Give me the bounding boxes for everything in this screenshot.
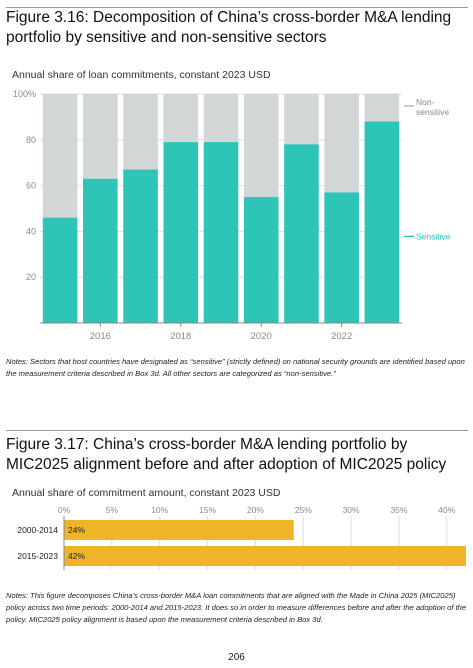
bar-sensitive [42,217,78,323]
legend-label-non-sensitive-cont: sensitive [416,107,449,117]
x-tick-label: 20% [247,505,264,515]
x-tick-label: 2016 [90,331,111,342]
sensitive-sector-stacked-bar-chart: 20 40 60 80 100% 2016 2018 2020 2022 Non-sensitiv… [13,89,451,342]
bar-sensitive [203,142,239,323]
bar-non-sensitive [203,94,239,143]
bar-data-label: 24% [68,525,85,535]
bar-non-sensitive [364,94,400,122]
bar-sensitive [123,169,158,323]
bar-sensitive [324,192,359,323]
x-tick-label: 2020 [251,331,272,342]
y-tick-label: 40 [26,226,36,236]
bar-non-sensitive [243,94,279,198]
x-tick-label: 25% [295,505,312,515]
category-label: 2000-2014 [17,525,58,535]
page-number: 206 [228,652,245,663]
figure-top-rule [6,430,468,431]
bar-non-sensitive [163,94,199,143]
x-tick-label: 40% [438,505,455,515]
figure-3-16-title: Figure 3.16: Decomposition of China’s cr… [6,9,452,46]
bar-sensitive [243,197,279,323]
x-tick-label: 2018 [170,331,191,342]
y-tick-label: 80 [26,135,36,145]
category-label: 2015-2023 [17,551,58,561]
bar-mic2025 [64,546,466,566]
bar-non-sensitive [42,94,78,218]
mic2025-horizontal-bar-chart: 0% 5% 10% 15% 20% 25% 30% 35% 40% 2000-2014 24% 201… [17,505,466,570]
figure-top-rule [6,7,468,8]
figure-3-17-title: Figure 3.17: China’s cross-border M&A le… [6,436,447,473]
x-tick-label: 2022 [331,331,352,342]
bar-sensitive [364,121,400,323]
bar-non-sensitive [284,94,319,145]
x-tick-label: 35% [390,505,407,515]
figure-3-17-subtitle: Annual share of commitment amount, const… [12,487,281,499]
figure-3-16-subtitle: Annual share of loan commitments, consta… [12,69,271,81]
x-tick-label: 0% [58,505,71,515]
x-tick-label: 15% [199,505,216,515]
bar-data-label: 42% [68,551,85,561]
x-tick-label: 10% [151,505,168,515]
bar-non-sensitive [324,94,359,193]
y-tick-label: 100% [13,89,36,99]
bar-sensitive [83,178,118,323]
y-tick-label: 60 [26,181,36,191]
legend-label-non-sensitive: Non- [416,97,435,107]
legend-label-sensitive: Sensitive [416,231,451,241]
bar-sensitive [284,144,319,323]
x-tick-label: 30% [343,505,360,515]
bar-sensitive [163,142,199,323]
bar-non-sensitive [123,94,158,170]
x-tick-label: 5% [106,505,119,515]
bar-non-sensitive [83,94,118,179]
figure-3-16-notes: Notes: Sectors that host countries have … [6,357,465,378]
y-tick-label: 20 [26,272,36,282]
figure-3-17-notes: Notes: This figure decomposes China’s cr… [6,591,467,624]
bar-mic2025 [64,520,294,540]
